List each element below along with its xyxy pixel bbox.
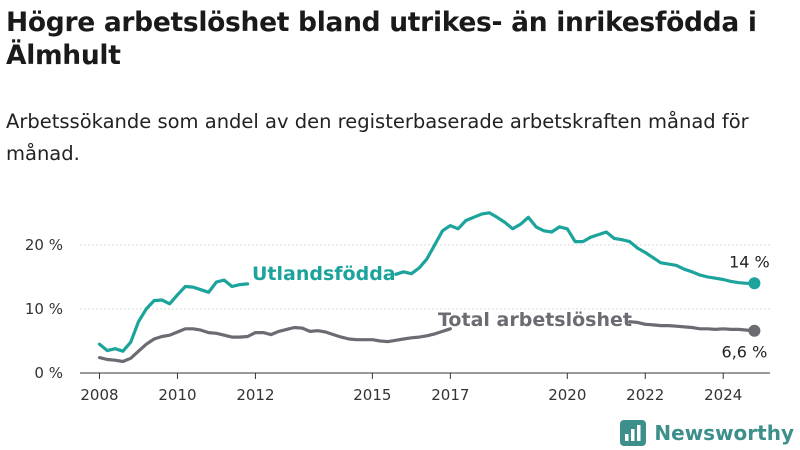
chart-subtitle: Arbetssökande som andel av den registerb… [6,110,749,165]
y-tick-label: 20 % [25,236,63,254]
y-tick-label: 10 % [25,300,63,318]
chart-title: Högre arbetslöshet bland utrikes- än inr… [6,7,757,71]
end-value-foreign-born: 14 % [729,252,770,271]
total-unemployment-line [97,325,452,364]
x-tick-label: 2017 [431,386,469,404]
end-value-total: 6,6 % [722,343,768,362]
brand-name: Newsworthy [654,421,794,445]
total-unemployment-line [628,320,756,333]
newsworthy-logo-icon [620,420,647,446]
x-tick-label: 2010 [158,386,196,404]
x-tick-label: 2015 [353,386,391,404]
foreign-born-line [97,278,250,353]
x-tick-label: 2020 [548,386,586,404]
series-label-total: Total arbetslöshet [438,309,632,331]
chart-labels: Utlandsfödda Total arbetslöshet 14 % 6,6 % [252,252,770,361]
series-label-foreign-born: Utlandsfödda [252,263,396,285]
foreign-born-line-end-point [748,277,761,290]
gridlines [80,244,770,310]
series-lines [97,211,761,364]
total-unemployment-line-end-point [748,324,761,337]
x-tick-label: 2024 [704,386,742,404]
x-tick-label: 2012 [236,386,274,404]
brand-footer: Newsworthy [620,420,794,446]
foreign-born-line [394,211,756,285]
x-tick-label: 2008 [80,386,118,404]
axes: 0 % 10 % 20 % 2008 2010 2012 2015 2017 2020 2022 2… [25,236,770,404]
x-tick-label: 2022 [626,386,664,404]
y-tick-label: 0 % [34,364,63,382]
